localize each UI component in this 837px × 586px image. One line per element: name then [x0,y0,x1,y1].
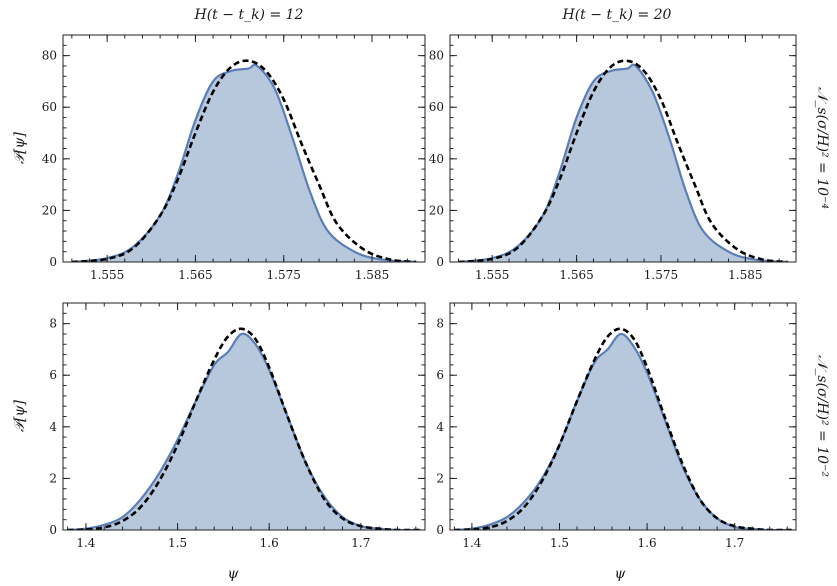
y-tick-label: 40 [429,152,444,166]
x-tick-label: 1.4 [76,536,95,550]
y-tick-label: 8 [49,317,57,331]
y-tick-label: 60 [42,100,57,114]
y-tick-label: 4 [49,420,57,434]
fit-dashed-line [71,59,417,262]
histogram-area [71,64,417,262]
y-tick-label: 60 [429,100,444,114]
y-tick-label: 40 [42,152,57,166]
fit-dashed-line [67,327,421,530]
y-tick-label: 0 [436,255,444,269]
fit-dashed-line [458,59,788,262]
panel-bottom-right: 1.4 1.5 1.6 1.7 0 2 4 6 8 [436,302,797,550]
panel-frame [449,302,797,531]
x-tick-label: 1.565 [178,268,212,282]
panel-frame [449,34,797,263]
y-tick-label: 80 [42,49,57,63]
y-axis-label-top: 𝒫[ψ] [12,131,28,164]
x-tick-label: 1.585 [728,268,762,282]
y-tick-label: 6 [436,368,444,382]
y-tick-label: 80 [429,49,444,63]
histogram-area [458,64,788,262]
y-tick-label: 8 [436,317,444,331]
column-title-left: H(t − t_k) = 12 [194,7,304,23]
x-tick-label: 1.575 [644,268,678,282]
x-tick-label: 1.575 [267,268,301,282]
x-tick-label: 1.7 [725,536,744,550]
y-tick-label: 0 [49,255,57,269]
plot-area [454,327,792,530]
column-title-right: H(t − t_k) = 20 [562,7,672,23]
y-tick-label: 0 [436,523,444,537]
y-axis-label-bottom: 𝒫[ψ] [12,399,28,432]
y-tick-label: 4 [436,420,444,434]
y-tick-label: 20 [429,203,444,217]
panel-top-right: 1.555 1.565 1.575 1.585 0 20 40 60 80 [429,34,797,282]
x-tick-label: 1.7 [351,536,370,550]
x-axis-label-left: ψ [228,566,240,582]
y-tick-label: 6 [49,368,57,382]
histogram-line [71,63,417,262]
x-tick-label: 1.565 [559,268,593,282]
x-tick-label: 1.6 [260,536,279,550]
plot-area [458,59,788,262]
panel-frame [62,302,426,531]
plot-area [71,59,417,262]
y-tick-label: 0 [49,523,57,537]
x-axis-label-right: ψ [615,566,627,582]
panel-top-left: 1.555 1.565 1.575 1.585 0 20 40 60 80 [42,34,426,282]
row-label-bottom: 𝒩_s(σ/H)² = 10⁻² [814,355,830,477]
x-tick-label: 1.5 [550,536,569,550]
x-tick-label: 1.5 [168,536,187,550]
panel-bottom-left: 1.4 1.5 1.6 1.7 0 2 4 6 8 [49,302,426,550]
x-tick-label: 1.6 [638,536,657,550]
x-tick-label: 1.555 [475,268,509,282]
x-tick-label: 1.555 [90,268,124,282]
x-tick-label: 1.585 [355,268,389,282]
row-label-top: 𝒩_s(σ/H)² = 10⁻⁴ [814,87,830,209]
x-tick-label: 1.4 [462,536,481,550]
y-tick-label: 2 [436,471,444,485]
y-tick-label: 2 [49,471,57,485]
histogram-area [67,333,421,530]
panel-frame [62,34,426,263]
histogram-line [67,332,421,530]
fit-dashed-line [454,327,792,530]
plot-area [67,327,421,530]
y-tick-label: 20 [42,203,57,217]
histogram-area [454,333,792,530]
